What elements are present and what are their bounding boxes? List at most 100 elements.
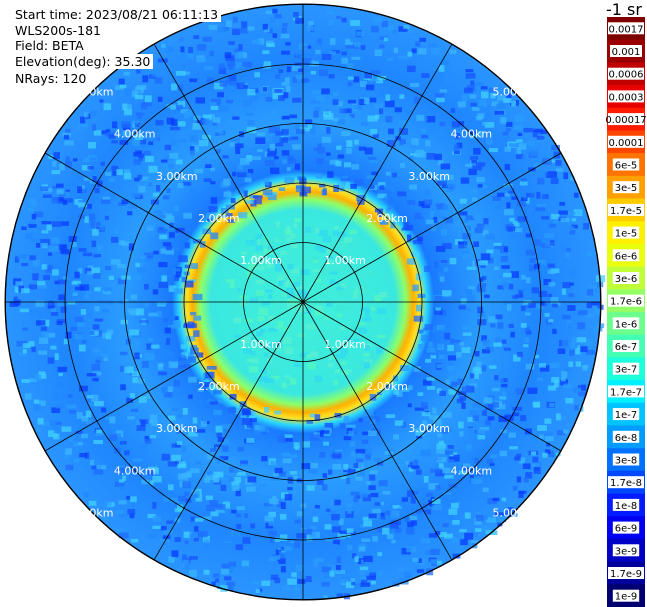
speckle-cell [242, 336, 252, 344]
speckle-cell [512, 220, 520, 227]
speckle-cell [316, 173, 323, 179]
speckle-cell [119, 365, 128, 372]
speckle-cell [286, 237, 292, 242]
speckle-cell [341, 51, 347, 56]
speckle-cell [134, 134, 144, 141]
speckle-cell [361, 439, 369, 444]
speckle-cell [442, 204, 449, 211]
speckle-cell [48, 299, 54, 306]
speckle-cell [91, 240, 97, 248]
speckle-cell [379, 185, 385, 190]
speckle-cell [148, 312, 158, 317]
speckle-cell [412, 557, 419, 562]
speckle-cell [332, 464, 342, 470]
speckle-cell [21, 379, 30, 383]
speckle-cell [345, 182, 351, 189]
speckle-cell [140, 102, 148, 110]
speckle-cell [268, 556, 275, 562]
speckle-cell [102, 434, 107, 440]
speckle-cell [369, 470, 378, 475]
speckle-cell [213, 471, 224, 478]
speckle-cell [438, 219, 446, 223]
speckle-cell [144, 283, 149, 290]
speckle-cell [370, 581, 376, 585]
speckle-cell [529, 149, 539, 156]
speckle-cell [21, 226, 27, 230]
speckle-cell [358, 327, 368, 334]
speckle-cell [418, 329, 424, 334]
speckle-cell [194, 526, 199, 532]
speckle-cell [414, 96, 420, 104]
speckle-cell [255, 233, 262, 240]
speckle-cell [438, 440, 444, 445]
speckle-cell [432, 407, 437, 414]
speckle-cell [270, 574, 279, 580]
speckle-cell [138, 396, 147, 403]
speckle-cell [194, 517, 204, 522]
speckle-cell [157, 227, 166, 233]
speckle-cell [175, 70, 186, 76]
speckle-cell [353, 42, 361, 48]
speckle-cell [309, 413, 315, 418]
speckle-cell [48, 154, 54, 160]
speckle-cell [297, 176, 306, 180]
speckle-cell [257, 316, 265, 322]
speckle-cell [225, 78, 231, 84]
speckle-cell [195, 460, 202, 465]
speckle-cell [464, 532, 474, 540]
speckle-cell [442, 523, 449, 528]
speckle-cell [525, 326, 530, 332]
speckle-cell [407, 490, 414, 497]
speckle-cell [289, 471, 298, 475]
speckle-cell [78, 214, 85, 219]
speckle-cell [188, 394, 193, 399]
speckle-cell [280, 546, 286, 551]
speckle-cell [373, 458, 383, 462]
speckle-cell [426, 211, 434, 218]
speckle-cell [175, 227, 185, 233]
speckle-cell [288, 378, 296, 385]
speckle-cell [120, 351, 128, 356]
speckle-cell [322, 484, 328, 491]
speckle-cell [139, 419, 149, 424]
speckle-cell [265, 262, 275, 267]
speckle-cell [262, 429, 267, 435]
speckle-cell [210, 511, 219, 517]
speckle-cell [280, 250, 287, 256]
speckle-cell [280, 34, 290, 39]
speckle-cell [19, 352, 26, 356]
speckle-cell [508, 283, 514, 290]
speckle-cell [262, 65, 270, 69]
speckle-cell [343, 479, 349, 484]
speckle-cell [73, 458, 80, 463]
speckle-cell [348, 430, 355, 437]
speckle-cell [40, 186, 49, 192]
speckle-cell [234, 334, 241, 339]
speckle-cell [292, 97, 302, 103]
range-label: 5.00km [493, 506, 535, 519]
colorbar-label-bg [612, 589, 640, 602]
speckle-cell [343, 436, 352, 441]
speckle-cell [438, 78, 444, 85]
speckle-cell [431, 562, 437, 567]
speckle-cell [144, 95, 152, 103]
speckle-cell [408, 461, 413, 467]
speckle-cell [463, 465, 470, 473]
speckle-cell [88, 500, 97, 506]
speckle-cell [41, 332, 50, 338]
speckle-cell [445, 183, 456, 188]
speckle-cell [469, 474, 474, 478]
speckle-cell [295, 17, 304, 24]
speckle-cell [136, 425, 146, 431]
speckle-cell [63, 135, 69, 140]
speckle-cell [292, 65, 301, 71]
speckle-cell [556, 430, 566, 436]
speckle-cell [74, 316, 84, 322]
colorbar-label: 3e-6 [615, 274, 638, 285]
speckle-cell [573, 209, 583, 217]
speckle-cell [539, 363, 546, 368]
speckle-cell [73, 158, 78, 162]
speckle-cell [500, 117, 507, 124]
speckle-cell [335, 267, 345, 271]
colorbar-label: 3e-7 [615, 365, 638, 376]
